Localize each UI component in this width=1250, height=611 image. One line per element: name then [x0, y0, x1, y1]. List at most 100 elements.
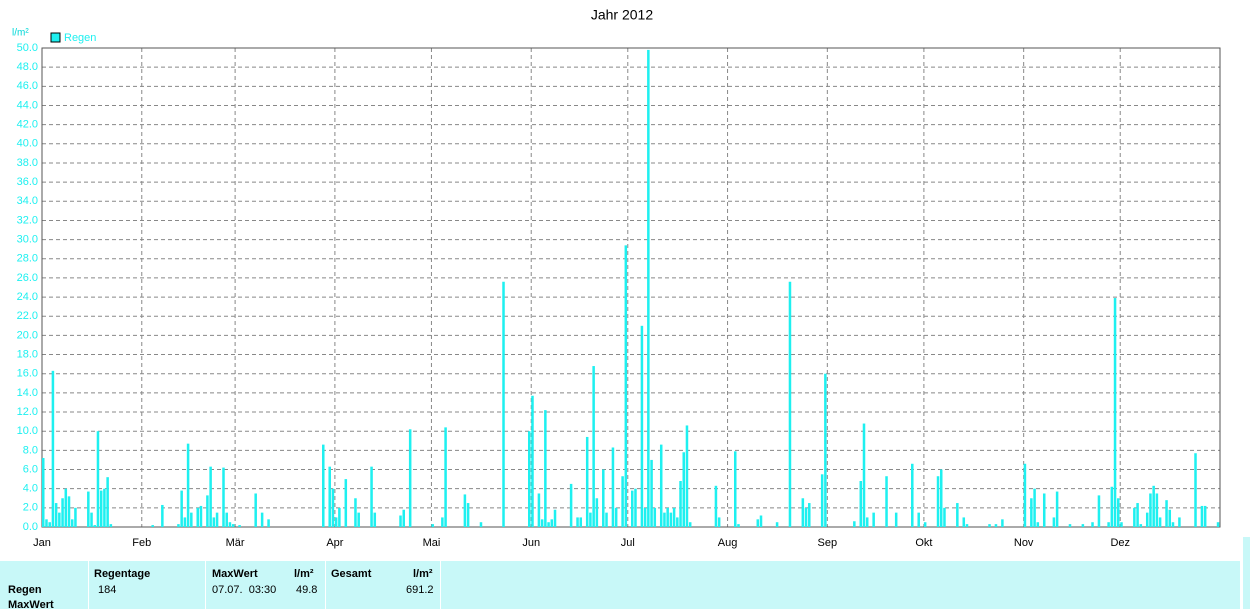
bar [775, 522, 779, 527]
bar [1110, 486, 1114, 527]
y-tick-label: 24.0 [17, 291, 38, 303]
bar [894, 512, 898, 527]
row-label: MaxWert [8, 599, 54, 611]
bar [87, 491, 90, 527]
bar [408, 429, 412, 527]
bar [756, 519, 760, 527]
bar [669, 512, 673, 527]
cell: 184 [98, 584, 117, 596]
x-tick-label: Jan [33, 537, 51, 549]
cell: 07.07. 03:30 [212, 584, 277, 596]
y-tick-label: 28.0 [17, 253, 38, 265]
bar [1133, 507, 1136, 527]
bar [96, 431, 100, 527]
bar [357, 512, 360, 527]
y-tick-label: 22.0 [17, 310, 38, 322]
bar [1107, 522, 1110, 527]
bar [190, 512, 193, 527]
bar [183, 517, 187, 527]
bar [589, 512, 592, 527]
bar [180, 490, 183, 527]
bar [911, 463, 914, 527]
bar [528, 431, 531, 527]
bar [90, 512, 93, 527]
bar [965, 524, 969, 527]
bar [399, 515, 402, 527]
bar [682, 452, 686, 527]
bar [688, 522, 692, 527]
bar [1171, 522, 1175, 527]
x-tick-label: Jul [621, 537, 635, 549]
bar [151, 525, 154, 527]
bar [228, 522, 232, 527]
bar [58, 512, 61, 527]
x-tick-label: Okt [915, 537, 932, 549]
bar [1216, 522, 1220, 527]
bar [676, 517, 679, 527]
bar [1033, 488, 1036, 527]
bar [547, 522, 550, 527]
bar [1194, 453, 1197, 527]
bar [238, 525, 241, 527]
y-tick-label: 36.0 [17, 176, 38, 188]
bar [1091, 522, 1094, 527]
separator [88, 561, 89, 609]
bar [51, 370, 55, 527]
bar [463, 494, 467, 527]
bar [643, 507, 647, 527]
bar [714, 485, 718, 527]
bar [824, 373, 827, 527]
bar [231, 524, 235, 527]
header: Gesamt [331, 568, 372, 580]
bar [209, 466, 212, 527]
bar [631, 490, 634, 527]
separator [440, 561, 441, 609]
bar [666, 507, 669, 527]
y-tick-label: 20.0 [17, 329, 38, 341]
bar [659, 444, 663, 527]
bar [994, 524, 998, 527]
y-tick-label: 26.0 [17, 272, 38, 284]
bar [717, 517, 721, 527]
bar [1068, 524, 1072, 527]
bar [595, 498, 599, 527]
bar [354, 498, 357, 527]
bar [1042, 493, 1046, 527]
bar [42, 458, 45, 527]
bar [1139, 524, 1143, 527]
cell: 691.2 [406, 584, 434, 596]
bar [502, 281, 505, 527]
x-tick-label: Apr [326, 537, 343, 549]
y-tick-label: 32.0 [17, 214, 38, 226]
bar [614, 507, 618, 527]
bar [862, 423, 866, 527]
bar [196, 507, 200, 527]
summary-panel: Regentage MaxWert l/m² Gesamt l/m² Regen… [0, 561, 1240, 611]
plot-frame [41, 47, 1221, 528]
bar [441, 517, 444, 527]
bar [212, 517, 216, 527]
bar [215, 512, 219, 527]
bar [885, 476, 888, 527]
bar [853, 521, 856, 527]
bar [640, 325, 644, 527]
bar [54, 503, 58, 527]
bar [1117, 498, 1120, 527]
bar [943, 507, 946, 527]
bar [553, 509, 557, 527]
bar [531, 395, 534, 527]
header: l/m² [413, 568, 433, 580]
bar [653, 507, 657, 527]
bar [466, 503, 470, 527]
y-tick-label: 48.0 [17, 61, 38, 73]
bar [444, 427, 447, 527]
bar [808, 503, 811, 527]
bar [206, 495, 209, 527]
bar [1055, 491, 1059, 527]
bar [592, 366, 595, 527]
chart: Jahr 2012 l/m² 0.0 2.0 4.0 6.0 8.0 10.0 12.0 14… [12, 7, 1221, 549]
bar [344, 479, 348, 527]
bar [254, 493, 257, 527]
bar [737, 524, 740, 527]
bar [70, 519, 74, 527]
